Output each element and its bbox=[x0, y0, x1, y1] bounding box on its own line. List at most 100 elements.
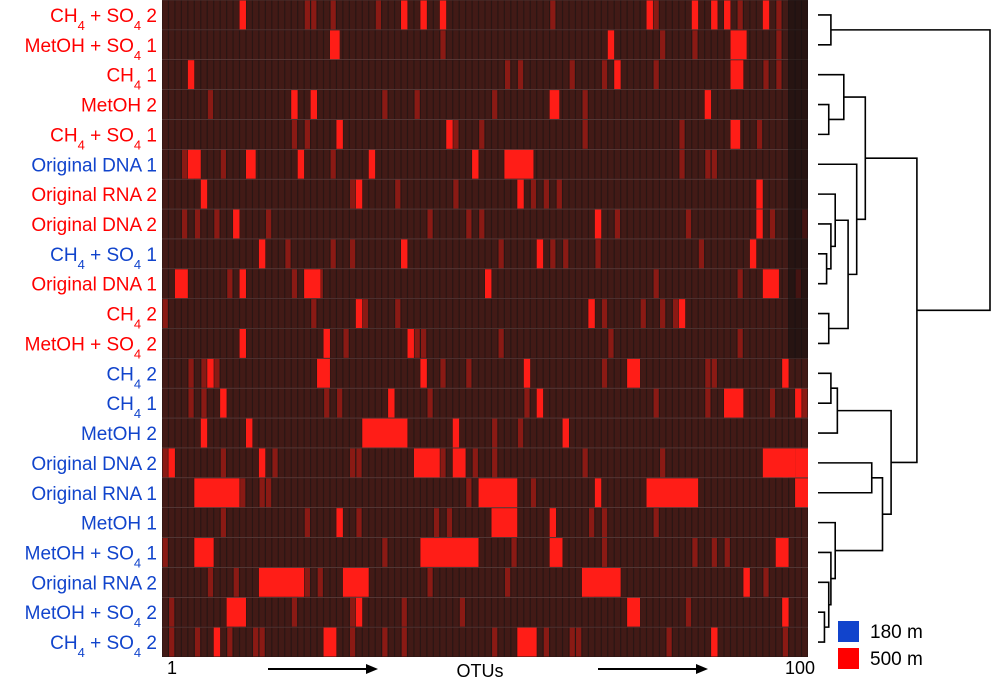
heatmap-cell bbox=[349, 269, 356, 299]
heatmap-cell bbox=[240, 508, 246, 538]
heatmap-cell bbox=[679, 388, 685, 418]
heatmap-cell bbox=[750, 299, 756, 328]
heatmap-cell bbox=[382, 478, 388, 508]
heatmap-cell bbox=[227, 567, 233, 597]
heatmap-cell bbox=[201, 119, 207, 149]
heatmap-cell bbox=[692, 508, 698, 538]
heatmap-cell bbox=[369, 388, 375, 418]
heatmap-cell bbox=[621, 239, 627, 269]
heatmap-cell bbox=[640, 538, 646, 567]
heatmap-cell bbox=[711, 418, 717, 448]
heatmap-cell bbox=[698, 209, 705, 239]
heatmap-cell bbox=[298, 119, 304, 149]
heatmap-cell bbox=[382, 119, 388, 149]
heatmap-cell bbox=[660, 508, 666, 538]
heatmap-cell bbox=[485, 358, 491, 388]
heatmap-cell bbox=[705, 149, 711, 179]
heatmap-cell bbox=[375, 269, 382, 299]
heatmap-cell bbox=[369, 597, 375, 627]
legend-label: 180 m bbox=[870, 622, 923, 643]
heatmap-cell bbox=[705, 269, 711, 299]
heatmap-cell bbox=[278, 90, 285, 119]
heatmap-cell bbox=[614, 627, 621, 657]
heatmap-cell bbox=[272, 418, 278, 448]
heatmap-cell bbox=[343, 388, 349, 418]
heatmap-cell bbox=[621, 627, 627, 657]
heatmap-cell bbox=[285, 448, 291, 478]
heatmap-cell bbox=[582, 448, 588, 478]
heatmap-cell bbox=[285, 149, 291, 179]
heatmap-row bbox=[162, 208, 808, 239]
heatmap-cell bbox=[427, 358, 433, 388]
heatmap-cell bbox=[524, 119, 530, 149]
heatmap-cell bbox=[608, 60, 614, 90]
heatmap-cell bbox=[763, 418, 769, 448]
heatmap-cell bbox=[640, 0, 646, 30]
heatmap-hot-cell bbox=[536, 239, 544, 269]
heatmap-row bbox=[162, 417, 808, 448]
heatmap-cell bbox=[556, 239, 562, 269]
heatmap-cell bbox=[517, 209, 524, 239]
heatmap-cell bbox=[601, 209, 608, 239]
heatmap-cell bbox=[324, 388, 330, 418]
heatmap-cell bbox=[298, 508, 304, 538]
heatmap-cell bbox=[382, 299, 388, 328]
heatmap-cell bbox=[401, 209, 407, 239]
heatmap-cell bbox=[537, 179, 543, 209]
heatmap-cell bbox=[343, 269, 349, 299]
heatmap-cell bbox=[427, 119, 433, 149]
heatmap-cell bbox=[705, 448, 711, 478]
heatmap-cell bbox=[466, 269, 472, 299]
heatmap-cell bbox=[563, 388, 569, 418]
heatmap-cell bbox=[188, 478, 194, 508]
heatmap-hot-cell bbox=[407, 329, 414, 358]
heatmap-cell bbox=[382, 448, 388, 478]
heatmap-cell bbox=[569, 269, 575, 299]
heatmap-cell bbox=[556, 119, 562, 149]
heatmap-cell bbox=[181, 30, 188, 60]
heatmap-cell bbox=[711, 209, 717, 239]
heatmap-cell bbox=[362, 149, 369, 179]
row-label: CH4 1 bbox=[106, 394, 157, 421]
heatmap-cell bbox=[188, 0, 194, 30]
heatmap-cell bbox=[705, 179, 711, 209]
heatmap-cell bbox=[362, 478, 369, 508]
heatmap-cell bbox=[711, 567, 717, 597]
heatmap-cell bbox=[627, 90, 633, 119]
heatmap-cell bbox=[556, 508, 562, 538]
heatmap-cell bbox=[169, 418, 175, 448]
heatmap-hot-cell bbox=[355, 299, 363, 328]
heatmap-cell bbox=[601, 239, 608, 269]
heatmap-cell bbox=[737, 179, 743, 209]
heatmap-cell bbox=[698, 60, 705, 90]
heatmap-cell bbox=[763, 388, 769, 418]
heatmap-cell bbox=[660, 597, 666, 627]
heatmap-cell bbox=[369, 508, 375, 538]
heatmap-cell bbox=[614, 90, 621, 119]
heatmap-cell bbox=[756, 388, 763, 418]
heatmap-cell bbox=[763, 538, 769, 567]
heatmap-cell bbox=[685, 209, 692, 239]
heatmap-cell bbox=[311, 478, 317, 508]
heatmap-cell bbox=[718, 209, 724, 239]
heatmap-cell bbox=[576, 508, 582, 538]
heatmap-cell bbox=[789, 538, 795, 567]
heatmap-cell bbox=[769, 60, 776, 90]
heatmap-cell bbox=[362, 448, 369, 478]
heatmap-cell bbox=[362, 597, 369, 627]
dendrogram-branch bbox=[818, 387, 839, 434]
heatmap-cell bbox=[401, 388, 407, 418]
heatmap-cell bbox=[362, 90, 369, 119]
heatmap-cell bbox=[330, 329, 336, 358]
heatmap-cell bbox=[653, 299, 659, 328]
heatmap-cell bbox=[265, 358, 272, 388]
heatmap-cell bbox=[253, 358, 259, 388]
heatmap-cell bbox=[795, 358, 801, 388]
heatmap-row bbox=[162, 89, 808, 119]
row-label: CH4 + SO4 2 bbox=[50, 633, 157, 660]
heatmap-cell bbox=[653, 388, 659, 418]
heatmap-cell bbox=[175, 0, 181, 30]
heatmap-cell bbox=[595, 299, 601, 328]
heatmap-cell bbox=[337, 149, 343, 179]
heatmap-cell bbox=[737, 567, 743, 597]
